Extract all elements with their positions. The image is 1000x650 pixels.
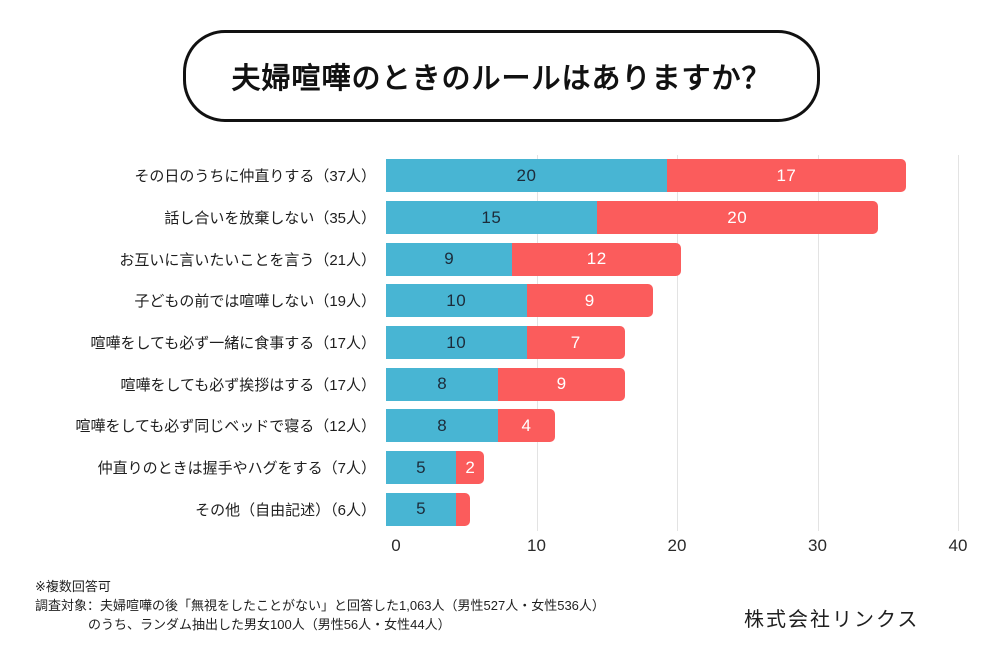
chart-row: 喧嘩をしても必ず挨拶はする（17人） 8 9 <box>0 363 1000 405</box>
chart-title-box: 夫婦喧嘩のときのルールはありますか？ <box>183 30 820 122</box>
category-label: 話し合いを放棄しない（35人） <box>164 210 376 228</box>
bar-segment-red: 12 <box>512 242 682 276</box>
category-label: 子どもの前では喧嘩しない（19人） <box>134 293 376 311</box>
chart-title: 夫婦喧嘩のときのルールはありますか？ <box>231 63 772 95</box>
chart-row: 仲直りのときは握手やハグをする（7人） 5 2 <box>0 447 1000 489</box>
category-label: 仲直りのときは握手やハグをする（7人） <box>97 460 376 478</box>
bar-segment-blue: 15 <box>386 201 597 235</box>
footnote-note: ※複数回答可 <box>35 579 111 594</box>
chart-row: お互いに言いたいことを言う（21人） 9 12 <box>0 238 1000 280</box>
chart-row: 喧嘩をしても必ず同じベッドで寝る（12人） 8 4 <box>0 405 1000 447</box>
bar-track: 9 12 <box>386 242 948 276</box>
bar-value-label: 10 <box>446 332 467 352</box>
category-label: 喧嘩をしても必ず一緒に食事する（17人） <box>90 335 377 353</box>
bar-track: 10 7 <box>386 326 948 360</box>
bar-value-label: 17 <box>776 165 797 185</box>
gridline <box>958 155 959 531</box>
chart-rows: その日のうちに仲直りする（37人） 20 17 話し合いを放棄しない（35人） 15 20… <box>0 155 1000 530</box>
bar-value-label: 5 <box>416 457 427 477</box>
gridline <box>817 155 819 531</box>
bar-segment-red: 17 <box>667 159 906 193</box>
bar-segment-blue: 9 <box>386 242 513 276</box>
chart-row: 子どもの前では喧嘩しない（19人） 10 9 <box>0 280 1000 322</box>
footnote-line1: 調査対象：夫婦喧嘩の後「無視をしたことがない」と回答した1,063人（男性527… <box>35 598 605 613</box>
category-label: 喧嘩をしても必ず同じベッドで寝る（12人） <box>75 418 377 436</box>
gridline <box>677 155 678 531</box>
bar-segment-red: 2 <box>456 451 485 485</box>
x-axis: 0 10 20 30 40 <box>391 536 967 560</box>
bar-segment-blue: 10 <box>386 284 527 318</box>
footnote-block: ※複数回答可 調査対象：夫婦喧嘩の後「無視をしたことがない」と回答した1,063… <box>35 577 605 634</box>
chart-row: 話し合いを放棄しない（35人） 15 20 <box>0 197 1000 239</box>
chart-row: その他（自由記述）（6人） 5 <box>0 489 1000 531</box>
bar-segment-blue: 10 <box>386 326 527 360</box>
bar-segment-blue: 8 <box>386 409 499 443</box>
bar-value-label: 8 <box>437 374 448 394</box>
bar-segment-red: 4 <box>498 409 555 443</box>
footnote-line2: のうち、ランダム抽出した男女100人（男性56人・女性44人） <box>88 617 451 632</box>
bar-segment-blue: 5 <box>386 492 457 526</box>
category-label: その他（自由記述）（6人） <box>195 501 376 519</box>
x-tick-label: 0 <box>391 536 401 555</box>
bar-value-label: 20 <box>727 207 748 227</box>
x-tick-label: 10 <box>527 536 546 555</box>
bar-value-label: 15 <box>481 207 502 227</box>
bar-segment-red: 7 <box>526 326 625 360</box>
bar-value-label: 9 <box>556 374 567 394</box>
bar-value-label: 2 <box>465 457 476 477</box>
bar-value-label: 20 <box>516 165 537 185</box>
bar-segment-blue: 20 <box>386 159 667 193</box>
bar-track: 10 9 <box>386 284 948 318</box>
bar-value-label: 5 <box>416 499 427 519</box>
bar-segment-blue: 5 <box>386 451 457 485</box>
chart-row: 喧嘩をしても必ず一緒に食事する（17人） 10 7 <box>0 322 1000 364</box>
x-tick-label: 20 <box>667 536 687 555</box>
bar-segment-red: 20 <box>596 201 878 235</box>
bar-value-label: 7 <box>570 332 581 352</box>
category-label: その日のうちに仲直りする（37人） <box>134 168 376 186</box>
bar-value-label: 12 <box>586 249 607 269</box>
bar-value-label: 9 <box>444 249 455 269</box>
bar-segment-red <box>456 492 471 526</box>
bar-value-label: 10 <box>446 290 467 310</box>
stacked-bar-chart: その日のうちに仲直りする（37人） 20 17 話し合いを放棄しない（35人） 15 20… <box>0 155 1000 575</box>
bar-value-label: 8 <box>437 415 448 435</box>
category-label: 喧嘩をしても必ず挨拶はする（17人） <box>120 376 377 394</box>
bar-segment-blue: 8 <box>386 367 499 401</box>
bar-track: 15 20 <box>386 201 948 235</box>
bar-track: 5 <box>386 492 948 526</box>
chart-row: その日のうちに仲直りする（37人） 20 17 <box>0 155 1000 197</box>
bar-segment-red: 9 <box>526 284 653 318</box>
x-tick-label: 40 <box>948 536 968 555</box>
bar-value-label: 9 <box>584 290 595 310</box>
bar-track: 20 17 <box>386 159 948 193</box>
category-label: お互いに言いたいことを言う（21人） <box>119 251 376 269</box>
bar-value-label: 4 <box>521 415 532 435</box>
bar-segment-red: 9 <box>498 367 625 401</box>
x-tick-label: 30 <box>808 536 827 555</box>
company-name: 株式会社リンクス <box>744 609 920 631</box>
